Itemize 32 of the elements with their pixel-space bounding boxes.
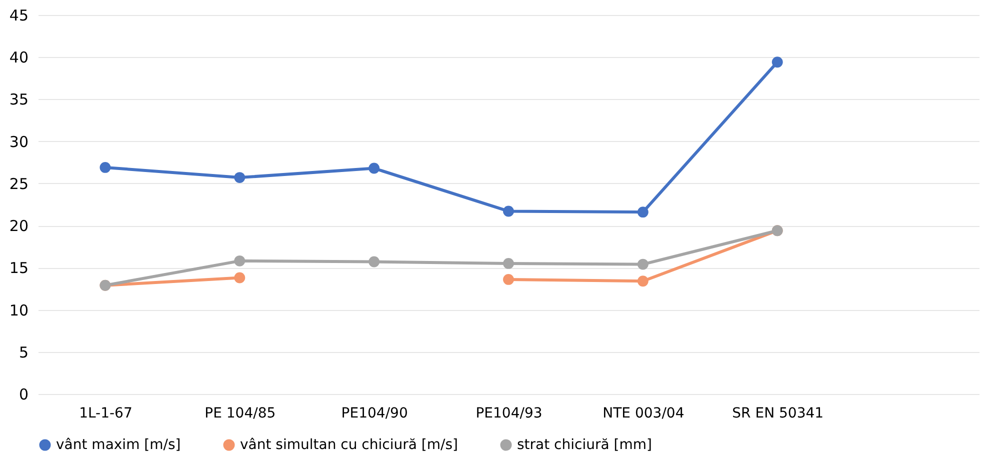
y-tick-label: 0 xyxy=(18,386,28,404)
point xyxy=(637,206,648,218)
point xyxy=(503,274,514,285)
y-tick-label: 5 xyxy=(18,343,28,362)
point xyxy=(368,256,380,268)
x-tick-label: PE104/93 xyxy=(476,406,542,422)
legend-label: strat chiciură [mm] xyxy=(517,437,652,453)
point xyxy=(637,276,648,287)
y-tick-label: 30 xyxy=(9,132,28,151)
point xyxy=(503,206,514,217)
y-tick-label: 40 xyxy=(9,48,28,67)
y-tick-label: 10 xyxy=(9,301,28,320)
point xyxy=(234,172,246,184)
y-tick-label: 15 xyxy=(9,259,28,278)
legend-label: vânt maxim [m/s] xyxy=(56,437,181,453)
point xyxy=(772,56,783,68)
point xyxy=(503,258,514,269)
x-tick-label: NTE 003/04 xyxy=(602,406,684,422)
y-tick-label: 20 xyxy=(9,217,28,236)
x-tick-label: 1L-1-67 xyxy=(79,406,132,422)
x-tick-label: PE104/90 xyxy=(341,406,408,422)
y-tick-label: 35 xyxy=(9,90,28,109)
point xyxy=(637,258,648,270)
point xyxy=(368,162,380,174)
point xyxy=(100,162,111,173)
x-tick-label: SR EN 50341 xyxy=(732,406,824,422)
y-tick-label: 45 xyxy=(9,6,28,24)
legend-label: vânt simultan cu chiciură [m/s] xyxy=(240,437,458,453)
point xyxy=(234,272,246,284)
x-tick-label: PE 104/85 xyxy=(204,406,276,422)
point xyxy=(234,255,246,266)
y-tick-label: 25 xyxy=(9,174,28,193)
